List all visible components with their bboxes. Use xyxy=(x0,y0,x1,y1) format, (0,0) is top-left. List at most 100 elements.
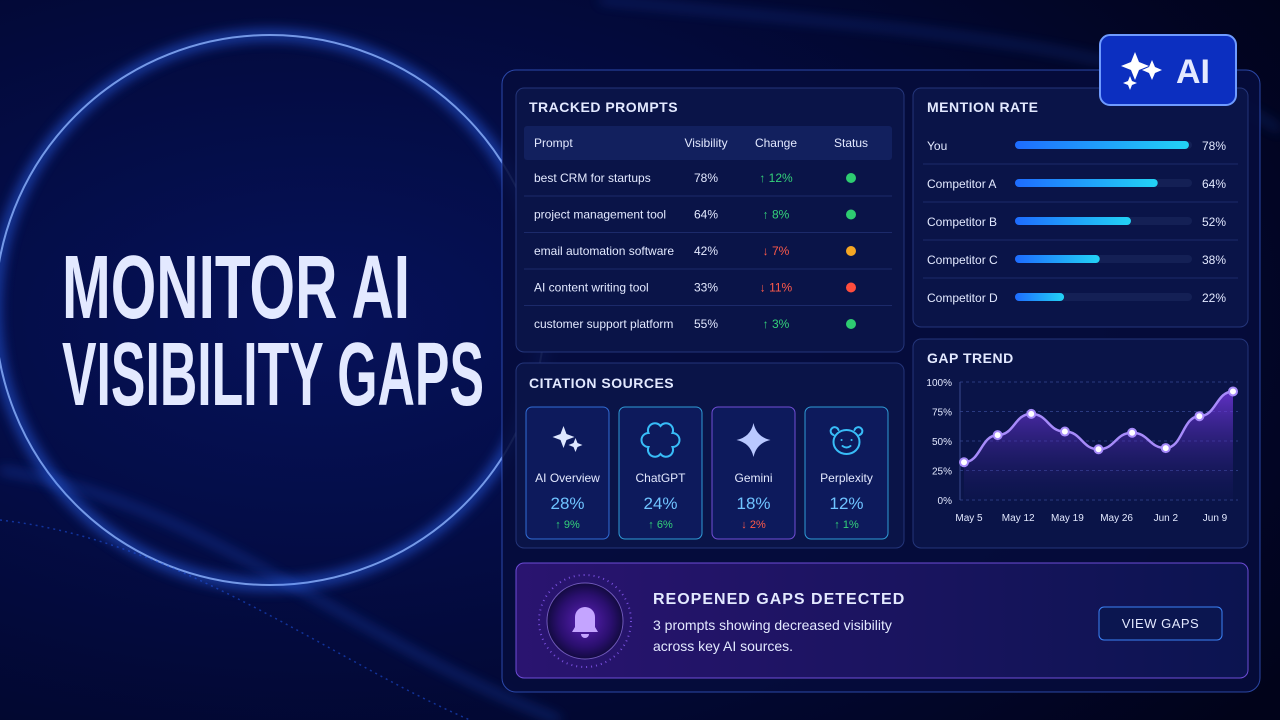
value-label: 52% xyxy=(1202,215,1226,229)
source-name: Perplexity xyxy=(820,471,873,485)
column-header: Prompt xyxy=(534,136,573,150)
x-tick-label: Jun 2 xyxy=(1154,513,1179,524)
source-name: ChatGPT xyxy=(635,471,686,485)
source-icon xyxy=(552,426,583,452)
wave-dots xyxy=(0,519,471,720)
visibility-cell: 42% xyxy=(694,244,718,258)
source-card xyxy=(618,406,703,540)
prompt-cell: AI content writing tool xyxy=(534,281,649,295)
change-cell: ↓ 7% xyxy=(763,244,790,258)
card-title: TRACKED PROMPTS xyxy=(529,99,678,115)
bar-label: You xyxy=(927,139,947,153)
source-change: ↑ 6% xyxy=(648,519,673,531)
source-icon xyxy=(829,426,864,455)
bell-ring xyxy=(538,574,632,668)
sparkle-icon xyxy=(1121,52,1162,90)
card-title: CITATION SOURCES xyxy=(529,375,674,391)
source-name: Gemini xyxy=(734,471,772,485)
bar-label: Competitor D xyxy=(927,291,998,305)
status-dot xyxy=(846,246,856,256)
x-tick-label: Jun 9 xyxy=(1203,513,1228,524)
alert-title: REOPENED GAPS DETECTED xyxy=(653,591,905,608)
bar xyxy=(1015,255,1100,263)
bar xyxy=(1015,217,1131,225)
view-gaps-button[interactable] xyxy=(1098,606,1223,641)
y-tick-label: 75% xyxy=(932,408,952,419)
alert-text: across key AI sources. xyxy=(653,638,793,654)
source-share: 12% xyxy=(829,494,863,513)
value-label: 64% xyxy=(1202,177,1226,191)
card-title: MENTION RATE xyxy=(927,99,1039,115)
headline: MONITOR AI xyxy=(62,238,410,338)
headline: VISIBILITY GAPS xyxy=(62,325,484,425)
source-icon xyxy=(736,423,771,457)
source-card xyxy=(804,406,889,540)
ai-badge xyxy=(1099,34,1237,106)
change-cell: ↑ 8% xyxy=(763,208,790,222)
source-name: AI Overview xyxy=(535,471,600,485)
trend-point xyxy=(959,457,969,468)
y-tick-label: 50% xyxy=(932,437,952,448)
bar xyxy=(1015,293,1065,301)
status-dot xyxy=(846,282,856,293)
visibility-cell: 33% xyxy=(694,281,718,295)
source-card xyxy=(711,406,796,540)
column-header: Status xyxy=(834,136,868,150)
source-card xyxy=(525,406,610,540)
status-dot xyxy=(846,209,856,220)
visibility-cell: 55% xyxy=(694,317,718,331)
change-cell: ↑ 12% xyxy=(759,171,793,185)
value-label: 78% xyxy=(1202,139,1226,153)
table-header xyxy=(524,126,892,160)
trend-point xyxy=(1059,426,1070,437)
trend-point xyxy=(1127,427,1138,438)
alert-card xyxy=(515,562,1249,679)
x-tick-label: May 5 xyxy=(955,513,983,524)
badge-label: AI xyxy=(1176,53,1210,91)
source-share: 18% xyxy=(736,494,770,513)
bar xyxy=(1015,179,1158,187)
prompt-cell: email automation software xyxy=(534,244,674,258)
trend-point xyxy=(1160,443,1171,454)
wave xyxy=(0,468,561,720)
value-label: 22% xyxy=(1202,291,1226,305)
source-share: 28% xyxy=(550,494,584,513)
bar-label: Competitor C xyxy=(927,253,998,267)
bell-icon xyxy=(572,607,598,638)
x-tick-label: May 12 xyxy=(1002,513,1035,524)
y-tick-label: 25% xyxy=(932,467,952,478)
bar xyxy=(1015,141,1189,149)
value-label: 38% xyxy=(1202,253,1226,267)
y-tick-label: 100% xyxy=(926,378,952,389)
status-dot xyxy=(846,173,856,183)
trend-point xyxy=(992,430,1003,441)
visibility-cell: 64% xyxy=(694,208,718,222)
prompt-cell: project management tool xyxy=(534,208,666,222)
prompt-cell: customer support platform xyxy=(534,317,673,331)
change-cell: ↓ 11% xyxy=(760,281,793,295)
column-header: Visibility xyxy=(684,136,727,150)
source-icon xyxy=(640,422,681,458)
button-label[interactable]: VIEW GAPS xyxy=(1122,616,1199,631)
trend-point xyxy=(1194,411,1205,422)
y-tick-label: 0% xyxy=(938,496,953,507)
trend-point xyxy=(1026,408,1037,419)
source-change: ↓ 2% xyxy=(741,519,766,531)
column-header: Change xyxy=(755,136,797,150)
source-change: ↑ 9% xyxy=(555,519,580,531)
source-change: ↑ 1% xyxy=(834,519,859,531)
visibility-cell: 78% xyxy=(694,171,718,185)
card-title: GAP TREND xyxy=(927,350,1014,366)
alert-text: 3 prompts showing decreased visibility xyxy=(653,617,892,633)
x-tick-label: May 26 xyxy=(1100,513,1133,524)
prompt-cell: best CRM for startups xyxy=(534,171,651,185)
bar-label: Competitor B xyxy=(927,215,997,229)
bar-label: Competitor A xyxy=(927,177,996,191)
trend-point xyxy=(1093,444,1104,455)
change-cell: ↑ 3% xyxy=(763,317,790,331)
trend-point xyxy=(1228,386,1238,397)
source-share: 24% xyxy=(643,494,677,513)
status-dot xyxy=(846,319,856,329)
